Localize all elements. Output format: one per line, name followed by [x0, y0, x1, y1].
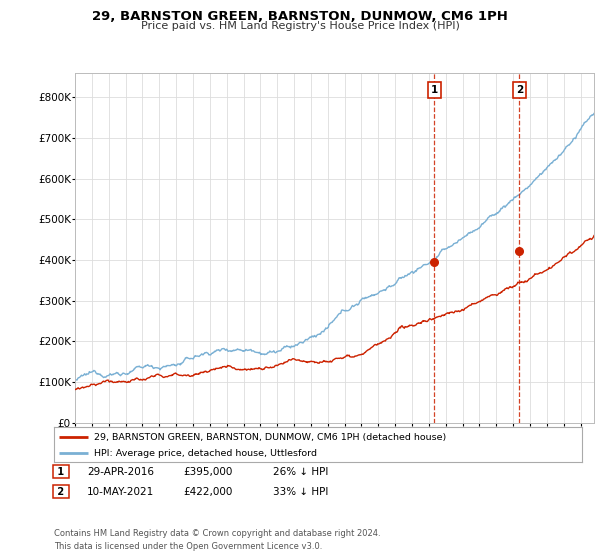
- Text: 2: 2: [54, 487, 67, 497]
- Text: HPI: Average price, detached house, Uttlesford: HPI: Average price, detached house, Uttl…: [94, 449, 317, 458]
- Text: £395,000: £395,000: [183, 466, 232, 477]
- Text: Contains HM Land Registry data © Crown copyright and database right 2024.
This d: Contains HM Land Registry data © Crown c…: [54, 529, 380, 550]
- Text: 2: 2: [516, 85, 523, 95]
- Text: 1: 1: [431, 85, 438, 95]
- Text: 10-MAY-2021: 10-MAY-2021: [87, 487, 154, 497]
- Text: 29-APR-2016: 29-APR-2016: [87, 466, 154, 477]
- Text: £422,000: £422,000: [183, 487, 232, 497]
- Text: Price paid vs. HM Land Registry's House Price Index (HPI): Price paid vs. HM Land Registry's House …: [140, 21, 460, 31]
- Text: 1: 1: [54, 466, 67, 477]
- Text: 33% ↓ HPI: 33% ↓ HPI: [273, 487, 328, 497]
- Text: 29, BARNSTON GREEN, BARNSTON, DUNMOW, CM6 1PH: 29, BARNSTON GREEN, BARNSTON, DUNMOW, CM…: [92, 10, 508, 23]
- Text: 26% ↓ HPI: 26% ↓ HPI: [273, 466, 328, 477]
- Text: 29, BARNSTON GREEN, BARNSTON, DUNMOW, CM6 1PH (detached house): 29, BARNSTON GREEN, BARNSTON, DUNMOW, CM…: [94, 432, 446, 441]
